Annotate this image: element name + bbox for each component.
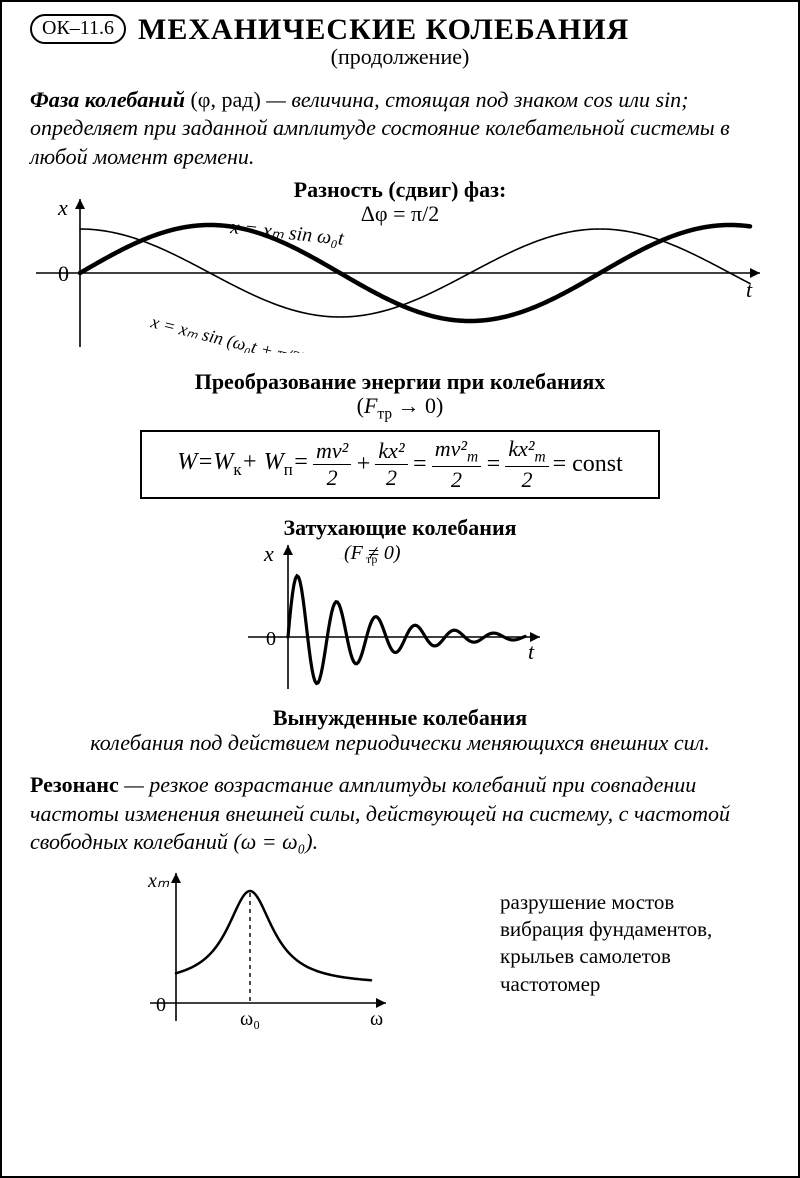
page: ОК–11.6 МЕХАНИЧЕСКИЕ КОЛЕБАНИЯ (продолже… bbox=[0, 0, 800, 1178]
svg-text:x = xₘ sin (ω₀t + π/2) = xₘ co: x = xₘ sin (ω₀t + π/2) = xₘ cos ω₀t bbox=[148, 312, 403, 354]
example-1: разрушение мостов bbox=[500, 889, 712, 916]
energy-formula: W=Wк+ Wп= mv²2 + kx²2 = mv²m2 = kx²m2 = … bbox=[177, 438, 623, 492]
resonance-term: Резонанс bbox=[30, 772, 119, 797]
lesson-badge: ОК–11.6 bbox=[30, 14, 126, 44]
svg-text:0: 0 bbox=[58, 261, 69, 286]
example-2: вибрация фундаментов, bbox=[500, 916, 712, 943]
page-title: МЕХАНИЧЕСКИЕ КОЛЕБАНИЯ bbox=[138, 14, 629, 46]
svg-text:x: x bbox=[263, 541, 274, 566]
resonance-row: xₘ 0 ω ω₀ разрушение мостов вибрация фундам… bbox=[30, 863, 770, 1033]
svg-text:xₘ: xₘ bbox=[147, 870, 170, 892]
svg-text:t: t bbox=[528, 639, 535, 664]
energy-frac-4: kx²m2 bbox=[505, 438, 548, 492]
resonance-paragraph: Резонанс — резкое возрастание амплитуды … bbox=[30, 771, 770, 857]
intro-paragraph: Фаза колебаний (φ, рад) — величина, стоя… bbox=[30, 86, 770, 172]
header: ОК–11.6 МЕХАНИЧЕСКИЕ КОЛЕБАНИЯ bbox=[30, 14, 770, 46]
energy-plus-2: + bbox=[355, 451, 371, 478]
resonance-body: — резкое возрастание амплитуды колебаний… bbox=[30, 772, 730, 854]
damped-chart: (Fₜᵣ ≠ 0)x0t(F ≠ 0)тр bbox=[240, 537, 560, 697]
energy-formula-box: W=Wк+ Wп= mv²2 + kx²2 = mv²m2 = kx²m2 = … bbox=[140, 430, 660, 500]
example-3: крыльев самолетов bbox=[500, 943, 712, 970]
svg-text:тр: тр bbox=[366, 552, 377, 566]
intro-term: Фаза колебаний bbox=[30, 87, 185, 112]
resonance-chart: xₘ 0 ω ω₀ bbox=[140, 863, 400, 1033]
damped-title: Затухающие колебания bbox=[30, 515, 770, 541]
intro-symbol: (φ, рад) bbox=[190, 87, 260, 112]
svg-text:ω₀: ω₀ bbox=[240, 1008, 260, 1030]
energy-sub: (Fтр → 0) bbox=[30, 393, 770, 423]
energy-frac-1: mv²2 bbox=[313, 440, 351, 489]
svg-text:x: x bbox=[57, 195, 68, 220]
resonance-chart-wrap: xₘ 0 ω ω₀ bbox=[140, 863, 460, 1033]
energy-title: Преобразование энергии при колебаниях bbox=[30, 369, 770, 395]
resonance-examples: разрушение мостов вибрация фундаментов, … bbox=[500, 889, 712, 998]
energy-frac-3: mv²m2 bbox=[432, 438, 481, 492]
forced-title: Вынужденные колебания bbox=[30, 705, 770, 731]
energy-prefix: W=Wк+ Wп= bbox=[177, 449, 309, 480]
energy-eq-2: = bbox=[412, 451, 428, 478]
forced-definition: колебания под действием периодически мен… bbox=[30, 729, 770, 757]
energy-frac-2: kx²2 bbox=[375, 440, 407, 489]
energy-suffix: = const bbox=[553, 451, 623, 478]
energy-eq-3: = bbox=[485, 451, 501, 478]
svg-text:0: 0 bbox=[266, 628, 276, 650]
page-subtitle: (продолжение) bbox=[30, 44, 770, 70]
svg-text:ω: ω bbox=[370, 1008, 383, 1030]
example-4: частотомер bbox=[500, 971, 712, 998]
svg-text:0: 0 bbox=[156, 994, 166, 1016]
svg-text:t: t bbox=[746, 277, 753, 302]
